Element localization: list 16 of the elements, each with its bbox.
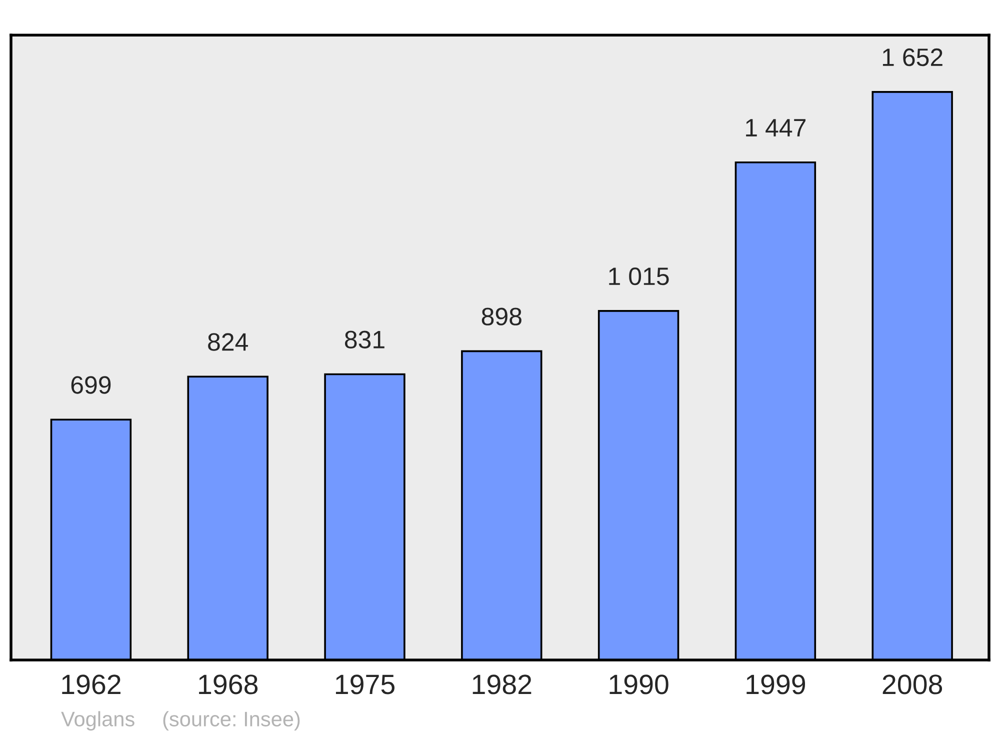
data-label: 699	[71, 376, 111, 394]
data-label: 1 447	[746, 119, 806, 136]
x-tick-label: 1968	[199, 674, 258, 694]
x-tick-label: 1982	[472, 674, 532, 694]
x-tick-label: 2008	[882, 674, 942, 694]
text: Voglans	[61, 711, 134, 731]
data-label: 1 652	[882, 48, 942, 66]
x-tick-label: 1962	[62, 674, 120, 694]
data-label: 1 015	[609, 267, 669, 286]
x-tick-label: 1975	[336, 674, 394, 694]
x-tick-label: 1999	[746, 674, 806, 694]
data-label: 898	[482, 308, 522, 326]
text: (source: Insee)	[163, 711, 300, 731]
data-label: 824	[208, 333, 248, 351]
x-tick-label: 1990	[610, 674, 668, 694]
data-label: 831	[344, 330, 384, 348]
